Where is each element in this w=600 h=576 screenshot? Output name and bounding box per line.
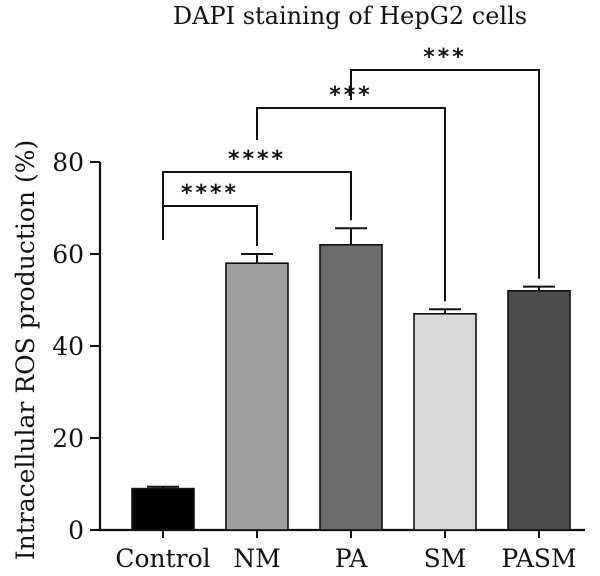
y-tick-label: 0 [68,516,84,545]
bar-sm [413,312,477,531]
x-tick-label: Control [115,544,210,573]
y-tick-label: 40 [52,332,84,361]
significance-stars: *** [329,83,373,108]
y-axis-label: Intracellular ROS production (%) [11,140,40,560]
significance-stars: **** [228,147,286,172]
bar-nm [225,262,289,531]
chart-title: DAPI staining of HepG2 cells [173,2,527,30]
x-tick-label: PASM [501,544,576,573]
bars-group: Control NM PA SM PASM [115,227,577,573]
bar-control [131,487,195,531]
significance-bracket [162,205,258,246]
significance-stars: *** [423,45,467,70]
axes: 0 20 40 60 80 [52,148,585,545]
x-tick-label: NM [233,544,280,573]
y-tick-label: 20 [52,424,84,453]
significance-bracket [256,107,446,302]
significance-bracket [350,69,540,279]
x-tick-label: SM [424,544,467,573]
significance-brackets: ************** [162,45,540,302]
y-tick-label: 80 [52,148,84,177]
bar-pasm [507,289,571,531]
y-tick-label: 60 [52,240,84,269]
x-tick-label: PA [335,544,369,573]
significance-bracket [162,171,352,221]
significance-stars: **** [181,181,239,206]
bar-pa [319,244,383,531]
